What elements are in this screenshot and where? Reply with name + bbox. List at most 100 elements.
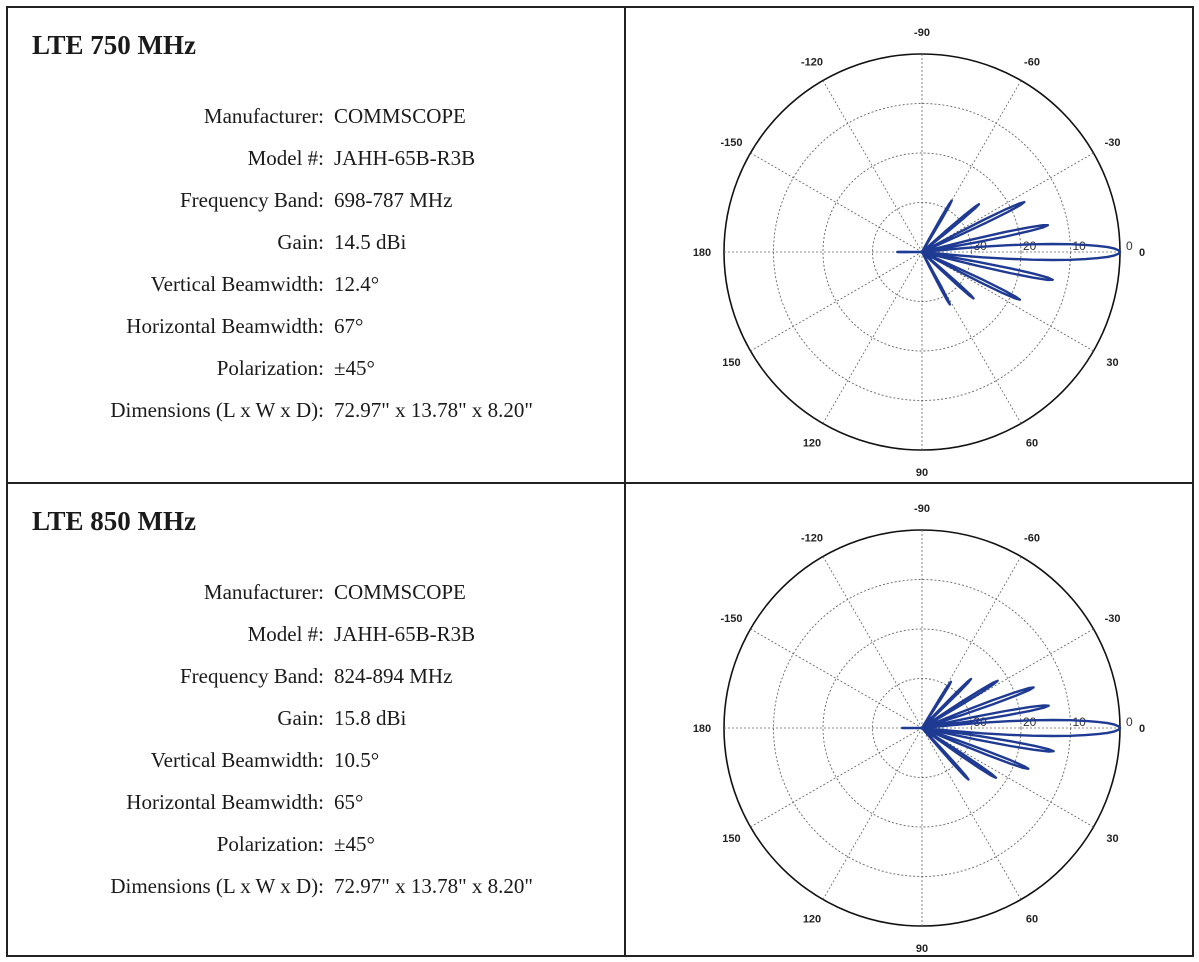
spec-value: 698-787 MHz xyxy=(334,188,453,212)
angle-tick-label: 90 xyxy=(916,943,928,955)
angle-tick-label: 0 xyxy=(1139,723,1145,735)
spec-label: Model #: xyxy=(247,622,324,646)
spec-value: 10.5° xyxy=(334,748,380,772)
spec-label: Horizontal Beamwidth: xyxy=(126,790,324,814)
spec-row-manufacturer: Manufacturer: COMMSCOPE xyxy=(8,104,624,146)
spec-list: Manufacturer: COMMSCOPE Model #: JAHH-65B-… xyxy=(8,580,624,916)
angle-tick-label: 60 xyxy=(1026,914,1038,926)
spec-value: JAHH-65B-R3B xyxy=(334,146,476,170)
spec-value: 67° xyxy=(334,314,364,338)
spec-row-manufacturer: Manufacturer: COMMSCOPE xyxy=(8,580,624,622)
grid-ring xyxy=(822,628,1022,828)
spec-panel-850: LTE 850 MHz Manufacturer: COMMSCOPE Model… xyxy=(8,484,624,958)
ring-label: 0 xyxy=(1126,239,1133,253)
spec-value: 12.4° xyxy=(334,272,380,296)
angle-tick-label: 60 xyxy=(1026,438,1038,450)
spec-label: Dimensions (L x W x D): xyxy=(110,874,324,898)
spec-row-dimensions: Dimensions (L x W x D): 72.97" x 13.78" x… xyxy=(8,874,624,916)
grid-spoke xyxy=(750,628,923,729)
spec-row-polarization: Polarization: ±45° xyxy=(8,832,624,874)
angle-tick-label: 120 xyxy=(803,438,821,450)
band-title: LTE 850 MHz xyxy=(32,506,197,536)
angle-tick-label: 30 xyxy=(1106,357,1118,369)
angle-tick-label: -30 xyxy=(1105,613,1121,625)
ring-label: 10 xyxy=(1073,715,1087,729)
spec-value: ±45° xyxy=(334,832,375,856)
grid-spoke xyxy=(750,152,923,253)
spec-value: 72.97" x 13.78" x 8.20" xyxy=(334,398,533,422)
spec-value: ±45° xyxy=(334,356,375,380)
spec-label: Dimensions (L x W x D): xyxy=(110,398,324,422)
spec-list: Manufacturer: COMMSCOPE Model #: JAHH-65B-… xyxy=(8,104,624,440)
angle-tick-label: -30 xyxy=(1105,137,1121,149)
ring-label: 0 xyxy=(1126,715,1133,729)
spec-panel-750: LTE 750 MHz Manufacturer: COMMSCOPE Model… xyxy=(8,8,624,482)
spec-row-frequency: Frequency Band: 824-894 MHz xyxy=(8,664,624,706)
grid-spoke xyxy=(822,727,923,900)
grid-spoke xyxy=(750,727,923,828)
grid-spoke xyxy=(921,727,1094,828)
grid-ring xyxy=(822,152,1022,352)
spec-value: 14.5 dBi xyxy=(334,230,407,254)
angle-tick-label: -60 xyxy=(1024,56,1040,68)
angle-tick-label: 180 xyxy=(693,723,711,735)
spec-value: COMMSCOPE xyxy=(334,104,466,128)
spec-sheet-table: LTE 750 MHz Manufacturer: COMMSCOPE Model… xyxy=(6,6,1194,957)
spec-row-vbeam: Vertical Beamwidth: 12.4° xyxy=(8,272,624,314)
spec-label: Vertical Beamwidth: xyxy=(150,272,324,296)
spec-label: Manufacturer: xyxy=(203,104,324,128)
ring-label: 20 xyxy=(1023,239,1037,253)
spec-label: Vertical Beamwidth: xyxy=(150,748,324,772)
spec-row-model: Model #: JAHH-65B-R3B xyxy=(8,622,624,664)
radiation-pattern-750: -90 -60 -30 0 30 60 90 120 150 180 -150 -120 30 20 10 0 xyxy=(626,8,1194,482)
angle-tick-label: -90 xyxy=(914,27,930,39)
spec-label: Polarization: xyxy=(216,356,324,380)
spec-row-gain: Gain: 15.8 dBi xyxy=(8,706,624,748)
spec-value: 15.8 dBi xyxy=(334,706,407,730)
spec-value: COMMSCOPE xyxy=(334,580,466,604)
spec-value: 65° xyxy=(334,790,364,814)
angle-tick-label: -150 xyxy=(720,137,742,149)
ring-label: 10 xyxy=(1073,239,1087,253)
spec-label: Gain: xyxy=(277,230,324,254)
spec-label: Polarization: xyxy=(216,832,324,856)
spec-row-dimensions: Dimensions (L x W x D): 72.97" x 13.78" x… xyxy=(8,398,624,440)
grid-spoke xyxy=(822,251,923,424)
angle-tick-label: 90 xyxy=(916,467,928,479)
spec-label: Model #: xyxy=(247,146,324,170)
spec-value: 72.97" x 13.78" x 8.20" xyxy=(334,874,533,898)
spec-value: 824-894 MHz xyxy=(334,664,453,688)
spec-row-hbeam: Horizontal Beamwidth: 65° xyxy=(8,790,624,832)
pattern-series-line xyxy=(901,677,1122,781)
spec-row-polarization: Polarization: ±45° xyxy=(8,356,624,398)
angle-tick-label: 0 xyxy=(1139,247,1145,259)
pattern-series-line xyxy=(896,199,1122,306)
column-divider xyxy=(624,8,626,955)
spec-value: JAHH-65B-R3B xyxy=(334,622,476,646)
spec-row-model: Model #: JAHH-65B-R3B xyxy=(8,146,624,188)
ring-label: 20 xyxy=(1023,715,1037,729)
spec-row-frequency: Frequency Band: 698-787 MHz xyxy=(8,188,624,230)
grid-spoke xyxy=(822,80,923,253)
angle-tick-label: 120 xyxy=(803,914,821,926)
angle-tick-label: -60 xyxy=(1024,532,1040,544)
grid-spoke xyxy=(822,556,923,729)
grid-spoke xyxy=(921,251,1094,352)
band-title: LTE 750 MHz xyxy=(32,30,197,60)
angle-tick-label: 150 xyxy=(722,357,740,369)
angle-tick-label: -150 xyxy=(720,613,742,625)
angle-tick-label: 30 xyxy=(1106,833,1118,845)
grid-spoke xyxy=(921,727,1022,900)
angle-tick-label: -90 xyxy=(914,503,930,515)
radiation-pattern-850: -90 -60 -30 0 30 60 90 120 150 180 -150 -120 30 20 10 0 xyxy=(626,484,1194,958)
angle-tick-label: 180 xyxy=(693,247,711,259)
spec-label: Horizontal Beamwidth: xyxy=(126,314,324,338)
angle-tick-label: -120 xyxy=(801,532,823,544)
spec-label: Gain: xyxy=(277,706,324,730)
spec-row-vbeam: Vertical Beamwidth: 10.5° xyxy=(8,748,624,790)
spec-label: Frequency Band: xyxy=(179,664,324,688)
angle-tick-label: 150 xyxy=(722,833,740,845)
spec-label: Frequency Band: xyxy=(179,188,324,212)
